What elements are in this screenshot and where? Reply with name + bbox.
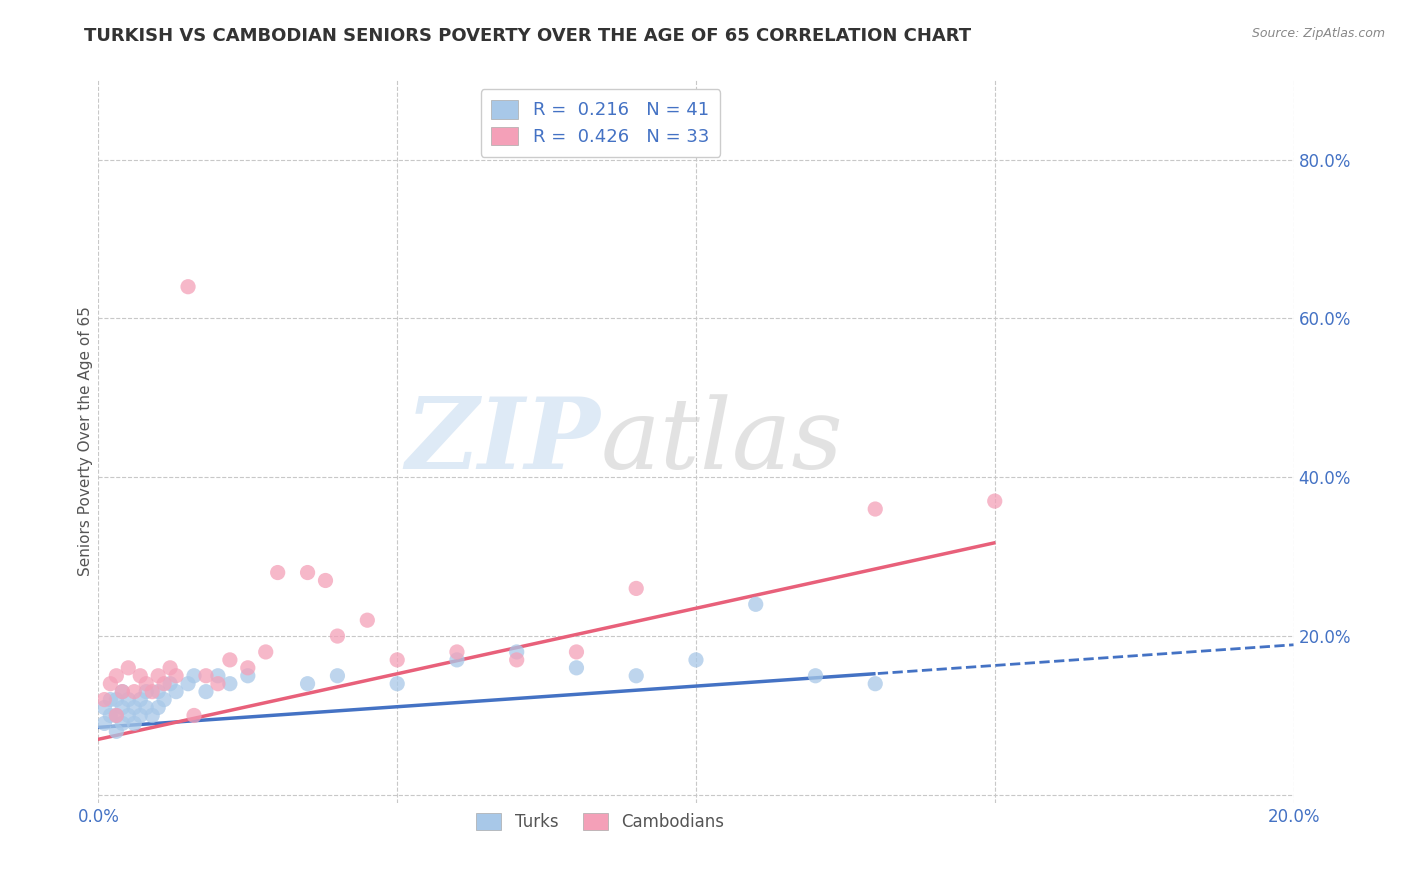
Point: [153, 692, 176, 706]
Legend: Turks, Cambodians: Turks, Cambodians: [470, 806, 731, 838]
Point: [124, 700, 146, 714]
Point: [93, 692, 115, 706]
Point: [326, 629, 349, 643]
Point: [356, 613, 378, 627]
Point: [129, 708, 152, 723]
Point: [177, 279, 200, 293]
Point: [135, 700, 157, 714]
Point: [141, 684, 163, 698]
Point: [98, 692, 122, 706]
Point: [117, 708, 139, 723]
Point: [385, 676, 409, 690]
Point: [207, 669, 229, 683]
Point: [141, 708, 163, 723]
Text: Source: ZipAtlas.com: Source: ZipAtlas.com: [1251, 27, 1385, 40]
Point: [129, 669, 152, 683]
Y-axis label: Seniors Poverty Over the Age of 65: Seniors Poverty Over the Age of 65: [77, 307, 93, 576]
Point: [219, 653, 242, 667]
Point: [195, 669, 218, 683]
Point: [105, 669, 128, 683]
Point: [98, 708, 122, 723]
Text: atlas: atlas: [600, 394, 844, 489]
Point: [159, 676, 181, 690]
Point: [105, 724, 128, 739]
Point: [685, 653, 707, 667]
Point: [183, 669, 205, 683]
Point: [385, 653, 409, 667]
Point: [148, 669, 170, 683]
Point: [315, 574, 337, 588]
Point: [124, 684, 146, 698]
Point: [446, 645, 468, 659]
Point: [254, 645, 277, 659]
Point: [105, 708, 128, 723]
Point: [135, 684, 157, 698]
Point: [219, 676, 242, 690]
Point: [804, 669, 827, 683]
Point: [117, 661, 139, 675]
Point: [506, 653, 529, 667]
Point: [93, 716, 115, 731]
Point: [183, 708, 205, 723]
Point: [148, 700, 170, 714]
Point: [865, 676, 887, 690]
Point: [153, 676, 176, 690]
Point: [111, 716, 134, 731]
Point: [506, 645, 529, 659]
Point: [626, 582, 648, 596]
Point: [135, 676, 157, 690]
Point: [165, 669, 187, 683]
Point: [111, 684, 134, 698]
Point: [326, 669, 349, 683]
Point: [297, 676, 319, 690]
Point: [111, 700, 134, 714]
Point: [565, 645, 588, 659]
Point: [236, 669, 259, 683]
Point: [148, 684, 170, 698]
Point: [117, 692, 139, 706]
Point: [267, 566, 290, 580]
Point: [129, 692, 152, 706]
Point: [124, 716, 146, 731]
Point: [177, 676, 200, 690]
Point: [105, 708, 128, 723]
Point: [111, 684, 134, 698]
Point: [98, 676, 122, 690]
Text: TURKISH VS CAMBODIAN SENIORS POVERTY OVER THE AGE OF 65 CORRELATION CHART: TURKISH VS CAMBODIAN SENIORS POVERTY OVE…: [84, 27, 972, 45]
Point: [159, 661, 181, 675]
Point: [195, 684, 218, 698]
Point: [236, 661, 259, 675]
Point: [93, 700, 115, 714]
Point: [565, 661, 588, 675]
Point: [984, 494, 1007, 508]
Point: [297, 566, 319, 580]
Point: [626, 669, 648, 683]
Point: [105, 692, 128, 706]
Point: [165, 684, 187, 698]
Point: [865, 502, 887, 516]
Point: [745, 597, 768, 611]
Point: [207, 676, 229, 690]
Text: ZIP: ZIP: [405, 393, 600, 490]
Point: [446, 653, 468, 667]
